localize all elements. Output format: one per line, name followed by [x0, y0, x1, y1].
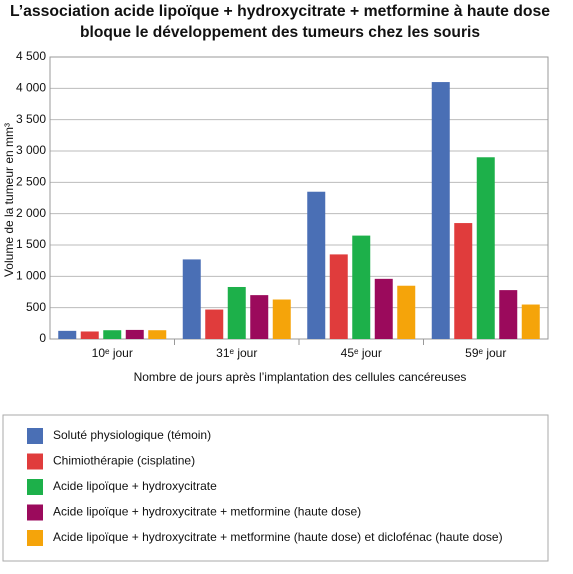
bar — [125, 329, 144, 339]
bar — [250, 295, 269, 339]
y-tick-label: 0 — [39, 331, 46, 345]
x-tick-label: 45ᵉ jour — [341, 346, 382, 360]
bar — [476, 157, 495, 339]
y-axis-label: Volume de la tumeur en mm³ — [2, 123, 16, 277]
bar — [307, 191, 326, 339]
bar — [103, 330, 122, 339]
y-tick-label: 2 500 — [16, 175, 46, 189]
legend-label: Soluté physiologique (témoin) — [53, 428, 211, 442]
x-axis-label: Nombre de jours après l’implantation des… — [134, 370, 467, 384]
bar — [454, 223, 473, 339]
legend-swatch — [27, 453, 43, 470]
bar — [205, 309, 224, 339]
legend-label: Acide lipoïque + hydroxycitrate + metfor… — [53, 505, 361, 519]
x-tick-label: 59ᵉ jour — [465, 346, 506, 360]
bar — [182, 259, 201, 339]
bar — [397, 285, 416, 339]
bar — [521, 304, 540, 339]
bar — [352, 235, 371, 339]
legend-label: Acide lipoïque + hydroxycitrate — [53, 479, 217, 493]
legend-swatch — [27, 479, 43, 495]
chart-title: L’association acide lipoïque + hydroxyci… — [10, 3, 550, 20]
bar — [227, 286, 246, 339]
legend-box — [2, 414, 549, 562]
bar — [374, 278, 393, 339]
y-tick-label: 1 500 — [16, 237, 46, 251]
y-tick-label: 3 500 — [16, 112, 46, 126]
x-tick-label: 10ᵉ jour — [92, 346, 133, 360]
legend-label: Acide lipoïque + hydroxycitrate + metfor… — [53, 530, 503, 544]
y-tick-label: 500 — [26, 300, 46, 314]
y-tick-label: 4 500 — [16, 49, 46, 63]
bar — [58, 330, 77, 339]
plot-frame — [49, 56, 549, 340]
y-tick-label: 3 000 — [16, 143, 46, 157]
legend-label: Chimiothérapie (cisplatine) — [53, 454, 195, 468]
bar — [431, 82, 450, 340]
y-tick-label: 1 000 — [16, 269, 46, 283]
y-tick-label: 2 000 — [16, 206, 46, 220]
x-tick-label: 31ᵉ jour — [216, 346, 257, 360]
bar — [148, 330, 167, 339]
legend-swatch — [27, 504, 43, 521]
legend-swatch — [27, 530, 43, 546]
bar — [80, 331, 99, 339]
y-tick-label: 4 000 — [16, 81, 46, 95]
bar — [499, 290, 518, 339]
bar — [329, 254, 348, 339]
chart-subtitle: bloque le développement des tumeurs chez… — [80, 24, 480, 41]
bar — [272, 299, 291, 339]
legend-swatch — [27, 428, 43, 444]
